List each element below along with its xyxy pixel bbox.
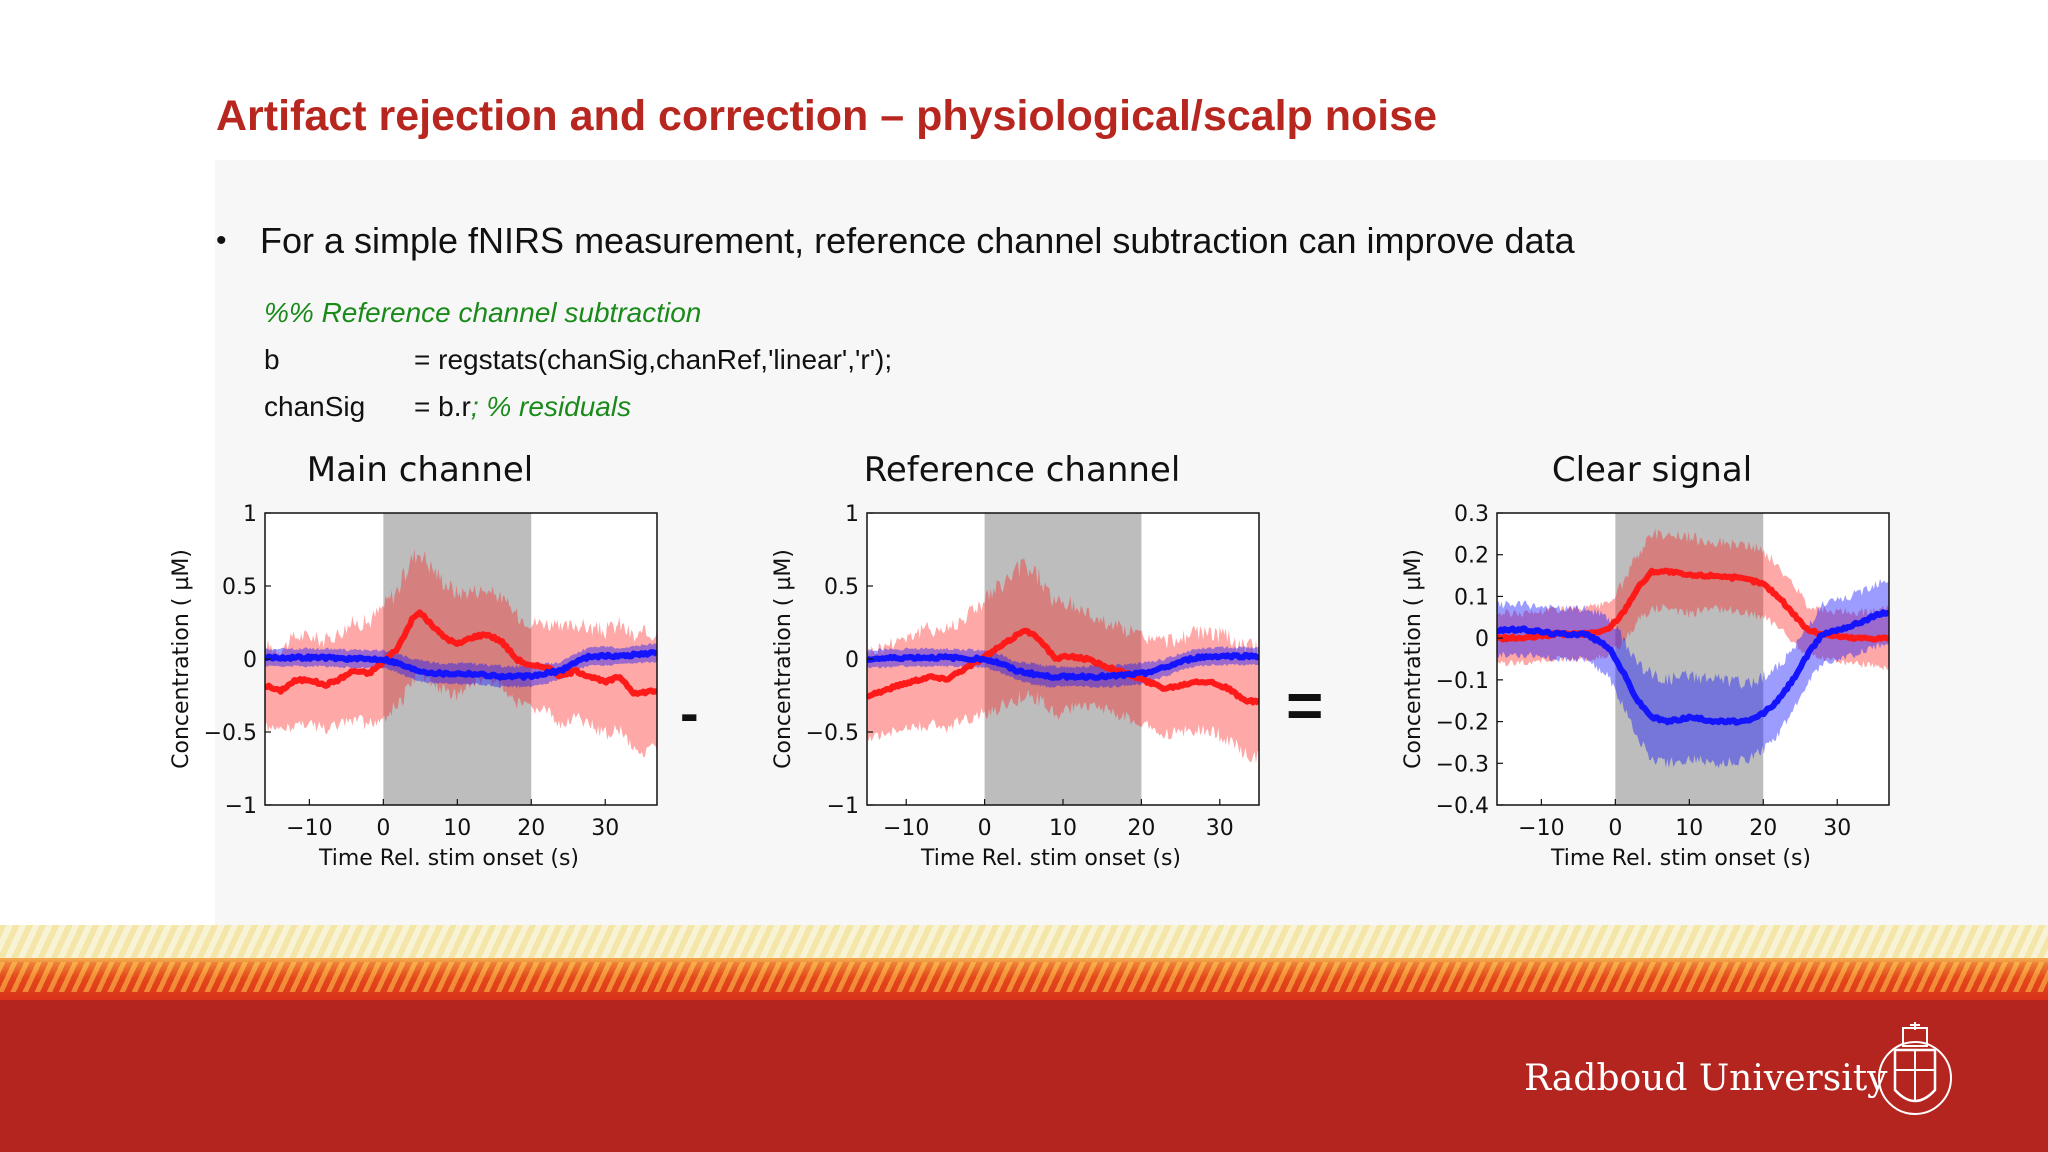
x-axis-label: Time Rel. stim onset (s) xyxy=(920,846,1181,871)
x-tick-label: 30 xyxy=(1206,816,1234,841)
y-tick-label: 0 xyxy=(1475,627,1489,652)
x-tick-label: 20 xyxy=(1749,816,1777,841)
y-tick-label: 0 xyxy=(845,648,859,673)
x-axis-label: Time Rel. stim onset (s) xyxy=(318,846,579,871)
series-line-hbo xyxy=(265,609,657,697)
x-tick-label: −10 xyxy=(1518,816,1564,841)
y-tick-label: 0.5 xyxy=(824,575,859,600)
code-variable-chansig: chanSig xyxy=(264,391,366,422)
y-tick-label: −0.4 xyxy=(1436,794,1489,819)
x-tick-label: 0 xyxy=(1608,816,1622,841)
y-axis-label: Concentration ( µM) xyxy=(1401,549,1426,769)
x-axis-label: Time Rel. stim onset (s) xyxy=(1550,846,1811,871)
footer-stripe-overlay xyxy=(0,962,2048,992)
y-tick-label: 0.5 xyxy=(222,575,257,600)
code-expression-residuals: = b.r xyxy=(414,391,471,422)
stimulus-interval-shading xyxy=(1615,513,1764,805)
x-tick-label: 0 xyxy=(376,816,390,841)
y-tick-label: −0.3 xyxy=(1436,752,1489,777)
chart-plot-area: −10 0 10 20 30 −1 −0.5 0 0.5 1 Time Rel. stim onse… xyxy=(169,502,658,871)
code-snippet: %% Reference channel subtraction b = regs… xyxy=(264,293,892,434)
x-tick-label: −10 xyxy=(883,816,929,841)
x-tick-label: 0 xyxy=(978,816,992,841)
bullet-point: • For a simple fNIRS measurement, refere… xyxy=(216,220,1575,262)
x-tick-label: 10 xyxy=(1675,816,1703,841)
minus-operator: - xyxy=(680,681,699,744)
series-line-hbr xyxy=(1497,609,1889,726)
y-tick-label: 0.1 xyxy=(1454,585,1489,610)
x-tick-label: −10 xyxy=(286,816,332,841)
chart-clear-signal: Clear signal −10 0 10 20 30 −0.4 −0.3 −0.2 −0.1 0… xyxy=(1392,450,1912,970)
code-variable-b: b xyxy=(264,344,280,375)
y-axis-label: Concentration ( µM) xyxy=(771,549,796,769)
chart-title: Main channel xyxy=(306,450,534,490)
bullet-icon: • xyxy=(216,224,227,257)
code-comment-residuals: ; % residuals xyxy=(470,391,632,422)
y-tick-label: −1 xyxy=(827,794,859,819)
x-tick-label: 30 xyxy=(591,816,619,841)
x-tick-label: 10 xyxy=(1049,816,1077,841)
x-tick-label: 20 xyxy=(1127,816,1155,841)
series-line-hbr xyxy=(265,649,657,681)
code-comment: %% Reference channel subtraction xyxy=(264,297,702,328)
chart-plot-area: −10 0 10 20 30 −1 −0.5 0 0.5 1 Time Rel. stim onse… xyxy=(771,502,1260,871)
footer-bar xyxy=(0,1000,2048,1152)
series-line-hbo xyxy=(867,627,1259,706)
y-tick-label: −0.5 xyxy=(806,721,859,746)
series-band-hbr xyxy=(1497,578,1889,769)
chart-title: Reference channel xyxy=(863,450,1181,490)
y-tick-label: 1 xyxy=(845,502,859,527)
x-tick-label: 10 xyxy=(443,816,471,841)
y-tick-label: −1 xyxy=(225,794,257,819)
axes-frame xyxy=(1496,512,1890,806)
series-band-hbo xyxy=(265,548,657,758)
y-tick-label: −0.2 xyxy=(1436,711,1489,736)
series-line-hbr xyxy=(867,651,1259,681)
bullet-text: For a simple fNIRS measurement, referenc… xyxy=(260,220,1575,261)
chart-title: Clear signal xyxy=(1551,450,1753,490)
y-tick-label: 0.2 xyxy=(1454,544,1489,569)
chart-main-channel: Main channel −10 0 10 20 30 −1 −0.5 0 0.5 1 Time R… xyxy=(160,450,680,970)
y-tick-label: 0 xyxy=(243,648,257,673)
chart-plot-area: −10 0 10 20 30 −0.4 −0.3 −0.2 −0.1 0 0.1 0.2 0.3 Time… xyxy=(1401,502,1890,871)
chart-reference-channel: Reference channel −10 0 10 20 30 −1 −0.5 0 0.5 1 T… xyxy=(762,450,1282,970)
y-tick-label: −0.1 xyxy=(1436,669,1489,694)
y-tick-label: 1 xyxy=(243,502,257,527)
equals-operator: = xyxy=(1286,669,1324,741)
y-axis-label: Concentration ( µM) xyxy=(169,549,194,769)
slide-title: Artifact rejection and correction – phys… xyxy=(216,92,1438,140)
university-name: Radboud University xyxy=(1524,1058,1888,1099)
stimulus-interval-shading xyxy=(383,513,532,805)
x-tick-label: 20 xyxy=(517,816,545,841)
y-tick-label: −0.5 xyxy=(204,721,257,746)
series-band-hbo xyxy=(867,557,1259,764)
x-tick-label: 30 xyxy=(1823,816,1851,841)
code-expression-regstats: = regstats(chanSig,chanRef,'linear','r')… xyxy=(414,344,893,375)
y-tick-label: 0.3 xyxy=(1454,502,1489,527)
university-seal-logo xyxy=(1878,1022,1952,1115)
